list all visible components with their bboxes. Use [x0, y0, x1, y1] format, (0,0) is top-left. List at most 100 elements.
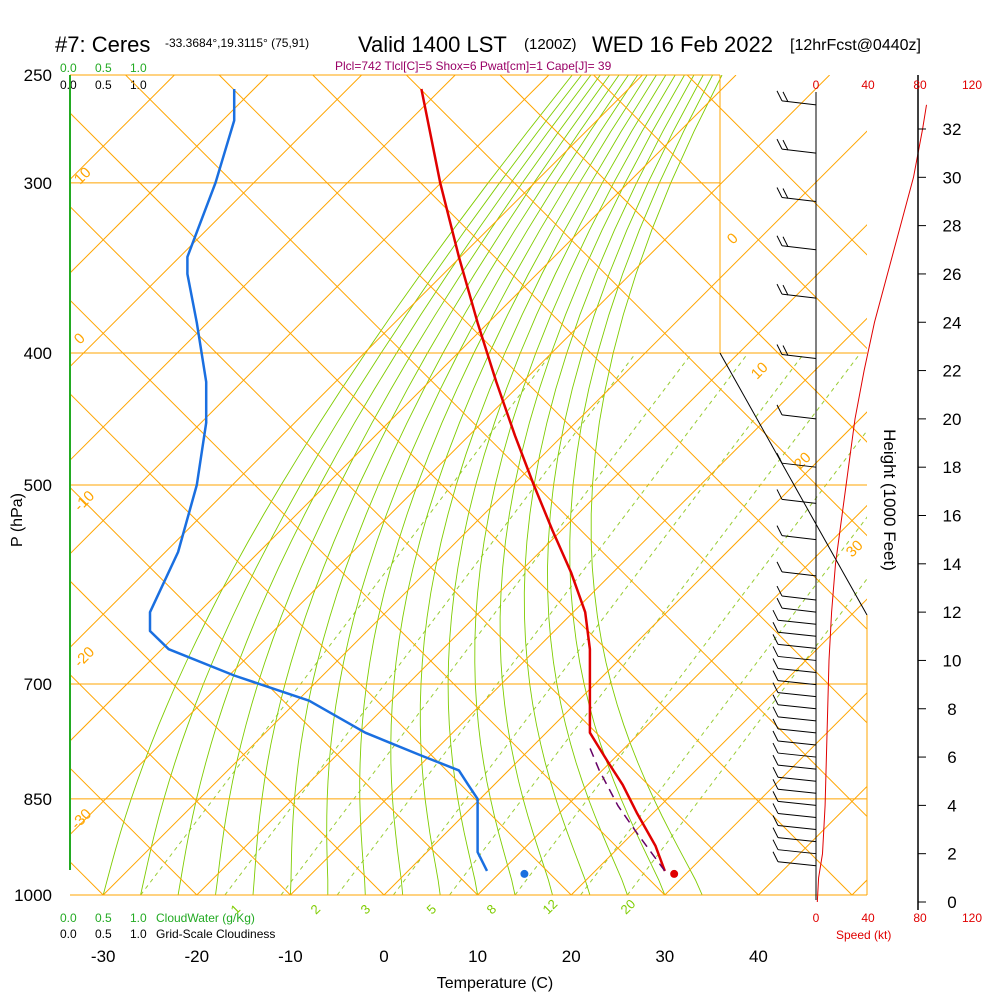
wind-barb — [781, 595, 817, 601]
wind-barb-flag — [772, 803, 779, 814]
moist-adiabat-line — [547, 75, 704, 895]
temperature-tick-label: 10 — [468, 947, 487, 966]
wind-barb-flag — [772, 791, 779, 802]
wind-barb-flag — [782, 345, 789, 356]
moist-adiabat-line — [447, 75, 667, 895]
temperature-tick-label: 40 — [749, 947, 768, 966]
wind-barb-flag — [772, 706, 779, 718]
height-tick-label: 32 — [943, 120, 962, 139]
speed-profile — [719, 75, 927, 903]
wind-barb — [777, 716, 817, 722]
valid-time: Valid 1400 LST — [358, 32, 507, 57]
mixing-ratio-label: 20 — [618, 896, 639, 917]
temperature-line — [420, 88, 666, 872]
wind-barb — [777, 619, 817, 625]
speed-tick-top: 0 — [813, 78, 820, 92]
wind-barb — [781, 353, 817, 359]
wind-barb — [777, 692, 817, 698]
wind-barb-flag — [772, 670, 779, 681]
mixing-ratio-line — [336, 352, 749, 895]
pressure-tick-label: 250 — [24, 66, 52, 85]
height-axis-label: Height (1000 Feet) — [880, 429, 899, 571]
wind-barb — [777, 825, 817, 831]
wind-barb-flag — [776, 489, 783, 500]
height-tick-label: 12 — [943, 603, 962, 622]
dry-adiabat-line — [593, 75, 867, 350]
temperature-axis-label: Temperature (C) — [437, 975, 553, 992]
isobars — [70, 74, 867, 896]
top-cl-tick-2: 1.0 — [130, 78, 147, 92]
wind-barb — [777, 655, 817, 661]
height-tick-label: 18 — [943, 458, 962, 477]
wind-barb — [777, 861, 817, 867]
top-cw-tick-1: 0.5 — [95, 61, 112, 75]
wind-barb-flag — [772, 730, 779, 742]
wind-barb-flag — [772, 839, 779, 850]
height-tick-label: 2 — [947, 845, 956, 864]
mixing-ratio-line — [626, 578, 867, 895]
isotherm-label: 10 — [71, 164, 95, 188]
speed-tick-top: 40 — [861, 78, 875, 92]
wind-barb-flag — [776, 187, 783, 198]
isotherm-label: -20 — [71, 643, 98, 670]
height-tick-label: 10 — [943, 651, 962, 670]
temperature-tick-label: 30 — [655, 947, 674, 966]
mixing-ratio-lines — [140, 352, 867, 895]
wind-barb — [777, 776, 817, 782]
wind-barb — [781, 148, 817, 154]
station-coords: -33.3684°,19.3115° (75,91) — [165, 36, 309, 50]
temperature-tick-label: -20 — [185, 947, 210, 966]
speed-tick-top: 80 — [913, 78, 927, 92]
mixing-ratio-line — [140, 352, 552, 895]
wind-barb-flag — [776, 404, 783, 416]
wind-barb-flag — [772, 779, 779, 790]
forecast-info: [12hrFcst@0440z] — [790, 37, 921, 54]
temperature-tick-label: 20 — [562, 947, 581, 966]
wind-barb — [777, 740, 817, 746]
wind-barb — [777, 631, 817, 637]
wind-barb-flag — [772, 742, 779, 754]
wind-barb — [777, 668, 817, 674]
height-tick-label: 8 — [947, 700, 956, 719]
height-tick-label: 20 — [943, 410, 962, 429]
temperature-tick-label: -30 — [91, 947, 116, 966]
speed-tick-bottom: 40 — [861, 911, 875, 925]
wind-barb-flag — [782, 188, 789, 199]
cw-tick-0: 0.0 — [60, 911, 77, 925]
wind-barb — [777, 849, 817, 855]
temperature-axis: -30 -20 -10 0 10 20 30 40 — [91, 947, 768, 966]
moist-adiabat-line — [177, 75, 592, 895]
cloudiness-label: Grid-Scale Cloudiness — [156, 927, 275, 941]
isotherm-line — [477, 504, 867, 895]
wind-barb — [781, 498, 817, 504]
surface-dewpoint-dot — [520, 869, 529, 878]
pressure-tick-label: 400 — [24, 344, 52, 363]
wind-barb — [777, 812, 817, 818]
moist-adiabat-line — [523, 75, 695, 895]
wind-barb-flag — [772, 658, 779, 669]
wind-barb-flag — [772, 815, 779, 826]
speed-axis-label: Speed (kt) — [836, 928, 891, 942]
height-tick-label: 14 — [943, 555, 962, 574]
mixing-ratio-label: 3 — [358, 901, 374, 917]
isotherm-label: -30 — [68, 805, 95, 832]
moist-adiabat-line — [215, 75, 601, 895]
wind-barb — [777, 837, 817, 843]
isotherm-label: 30 — [843, 537, 867, 561]
height-tick-label: 22 — [943, 362, 962, 381]
dry-adiabat-line — [70, 580, 385, 895]
temperature-tick-label: 0 — [379, 947, 388, 966]
moist-adiabat-line — [590, 75, 723, 895]
wind-barb-flag — [776, 90, 783, 102]
cl-tick-1: 0.5 — [95, 927, 112, 941]
wind-barb-flag — [776, 235, 783, 247]
mixing-ratio-label: 8 — [484, 901, 500, 917]
wind-barb-flag — [776, 585, 783, 597]
height-tick-label: 24 — [943, 313, 962, 332]
wind-barbs — [772, 90, 817, 867]
top-cloudwater-scale: 0.0 0.5 1.0 0.0 0.5 1.0 — [60, 61, 147, 92]
wind-barb — [781, 414, 817, 420]
wind-barb-flag — [776, 283, 783, 295]
